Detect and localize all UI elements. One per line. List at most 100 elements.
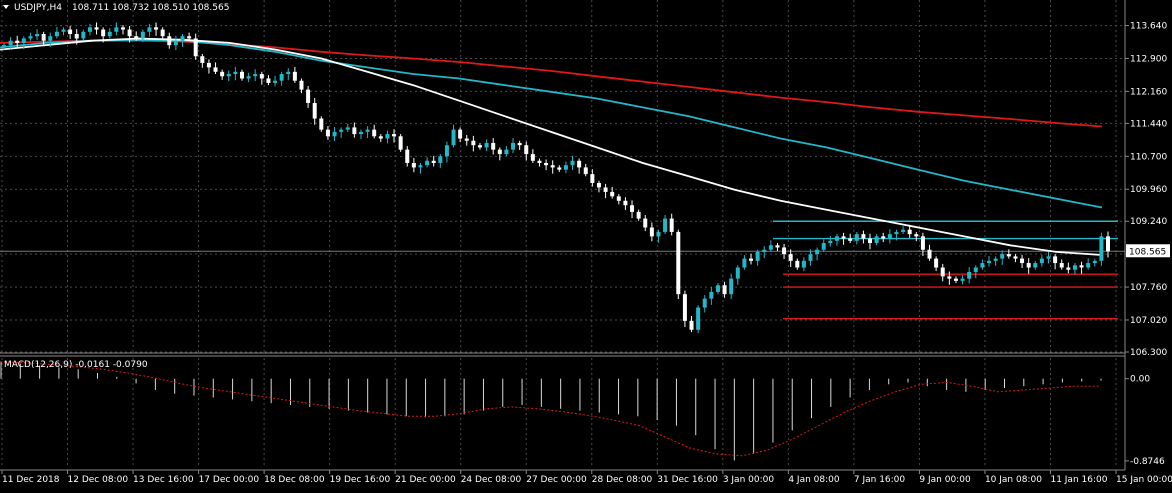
candle-bull: [438, 156, 443, 163]
candle-bear: [934, 258, 939, 268]
candle-bear: [15, 40, 20, 43]
candle-bull: [425, 160, 430, 166]
candle-bear: [775, 245, 780, 248]
candle-bull: [484, 142, 489, 148]
candle-bear: [517, 142, 522, 146]
candle-bull: [87, 27, 92, 32]
time-tick-label: 9 Jan 00:00: [919, 475, 971, 485]
candle-bear: [1066, 267, 1071, 270]
candle-bear: [299, 80, 304, 90]
candle-bear: [68, 29, 73, 35]
candle-bear: [477, 145, 482, 148]
time-tick-label: 10 Jan 08:00: [985, 475, 1042, 485]
symbol-label: USDJPY,H4: [14, 3, 62, 13]
time-tick-label: 24 Dec 08:00: [461, 475, 522, 485]
candle-bull: [1072, 265, 1077, 270]
candle-bull: [1033, 263, 1038, 268]
candle-bull: [821, 243, 826, 250]
price-tick-label: 110.700: [1130, 152, 1167, 162]
candle-bear: [669, 218, 674, 232]
time-tick-label: 28 Dec 08:00: [592, 475, 653, 485]
price-tick-label: 107.020: [1130, 316, 1167, 326]
candle-bear: [458, 129, 463, 139]
price-tick-label: 109.240: [1130, 217, 1167, 227]
candle-bear: [398, 136, 403, 150]
candle-bear: [881, 236, 886, 239]
candle-bull: [28, 36, 33, 39]
candle-bull: [709, 291, 714, 299]
candle-bear: [927, 249, 932, 259]
candle-bull: [980, 263, 985, 268]
candle-bull: [8, 40, 13, 46]
time-tick-label: 12 Dec 08:00: [68, 475, 129, 485]
candle-bull: [702, 298, 707, 308]
candle-bear: [213, 67, 218, 72]
candle-bear: [868, 238, 873, 244]
candle-bear: [630, 205, 635, 212]
candle-bear: [596, 183, 601, 188]
candle-bull: [834, 236, 839, 241]
candle-bear: [1026, 263, 1031, 268]
candle-bear: [471, 140, 476, 146]
candle-bear: [74, 34, 79, 39]
candle-bull: [180, 36, 185, 41]
candle-bull: [226, 74, 231, 77]
macd-signal-line: [0, 361, 1101, 457]
candle-bear: [537, 160, 542, 163]
candle-bear: [861, 234, 866, 239]
time-tick-label: 15 Jan 00:00: [1116, 475, 1172, 485]
candle-bull: [815, 249, 820, 255]
candle-bear: [101, 29, 106, 37]
candle-bear: [841, 236, 846, 239]
collapse-triangle-icon[interactable]: [3, 5, 9, 9]
candle-bear: [405, 149, 410, 163]
candle-bear: [312, 102, 317, 119]
candle-bear: [411, 162, 416, 168]
candle-bear: [134, 36, 139, 39]
candle-bull: [114, 27, 119, 32]
time-tick-label: 13 Dec 16:00: [133, 475, 194, 485]
macd-indicator: [0, 361, 1102, 461]
candle-bear: [530, 154, 535, 161]
candle-bear: [206, 62, 211, 68]
candle-bull: [444, 145, 449, 157]
candle-bull: [715, 285, 720, 292]
candle-bear: [154, 27, 159, 30]
price-tick-label: 107.760: [1130, 283, 1167, 293]
time-tick-label: 7 Jan 16:00: [854, 475, 906, 485]
candle-bull: [451, 129, 456, 146]
candle-bull: [140, 31, 145, 39]
candlesticks: [2, 22, 1110, 334]
candle-bear: [266, 78, 271, 83]
candle-bear: [947, 276, 952, 279]
candle-bull: [246, 76, 251, 79]
time-tick-label: 27 Dec 00:00: [526, 475, 587, 485]
candle-bear: [577, 160, 582, 168]
candle-bull: [253, 74, 258, 77]
candle-bull: [901, 229, 906, 232]
candle-bear: [431, 160, 436, 163]
candle-bear: [292, 71, 297, 81]
candle-bull: [656, 231, 661, 237]
candle-bull: [385, 134, 390, 139]
candle-bull: [35, 34, 40, 37]
candle-bull: [742, 258, 747, 268]
candle-bear: [372, 129, 377, 137]
candle-bull: [563, 165, 568, 170]
candle-bull: [874, 236, 879, 244]
candle-bull: [967, 271, 972, 279]
time-tick-label: 17 Dec 00:00: [199, 475, 260, 485]
candle-bull: [339, 129, 344, 132]
candle-bear: [120, 27, 125, 30]
symbol-header: USDJPY,H4 108.711 108.732 108.510 108.56…: [3, 3, 229, 13]
candle-bear: [524, 145, 529, 155]
price-tick-label: 109.960: [1130, 185, 1167, 195]
candle-bear: [1053, 256, 1058, 264]
price-tick-label: 112.160: [1130, 87, 1167, 97]
candle-bull: [54, 31, 59, 37]
candle-bull: [61, 29, 66, 32]
candle-bear: [1006, 254, 1011, 257]
candle-bear: [193, 38, 198, 57]
candle-bear: [94, 27, 99, 30]
